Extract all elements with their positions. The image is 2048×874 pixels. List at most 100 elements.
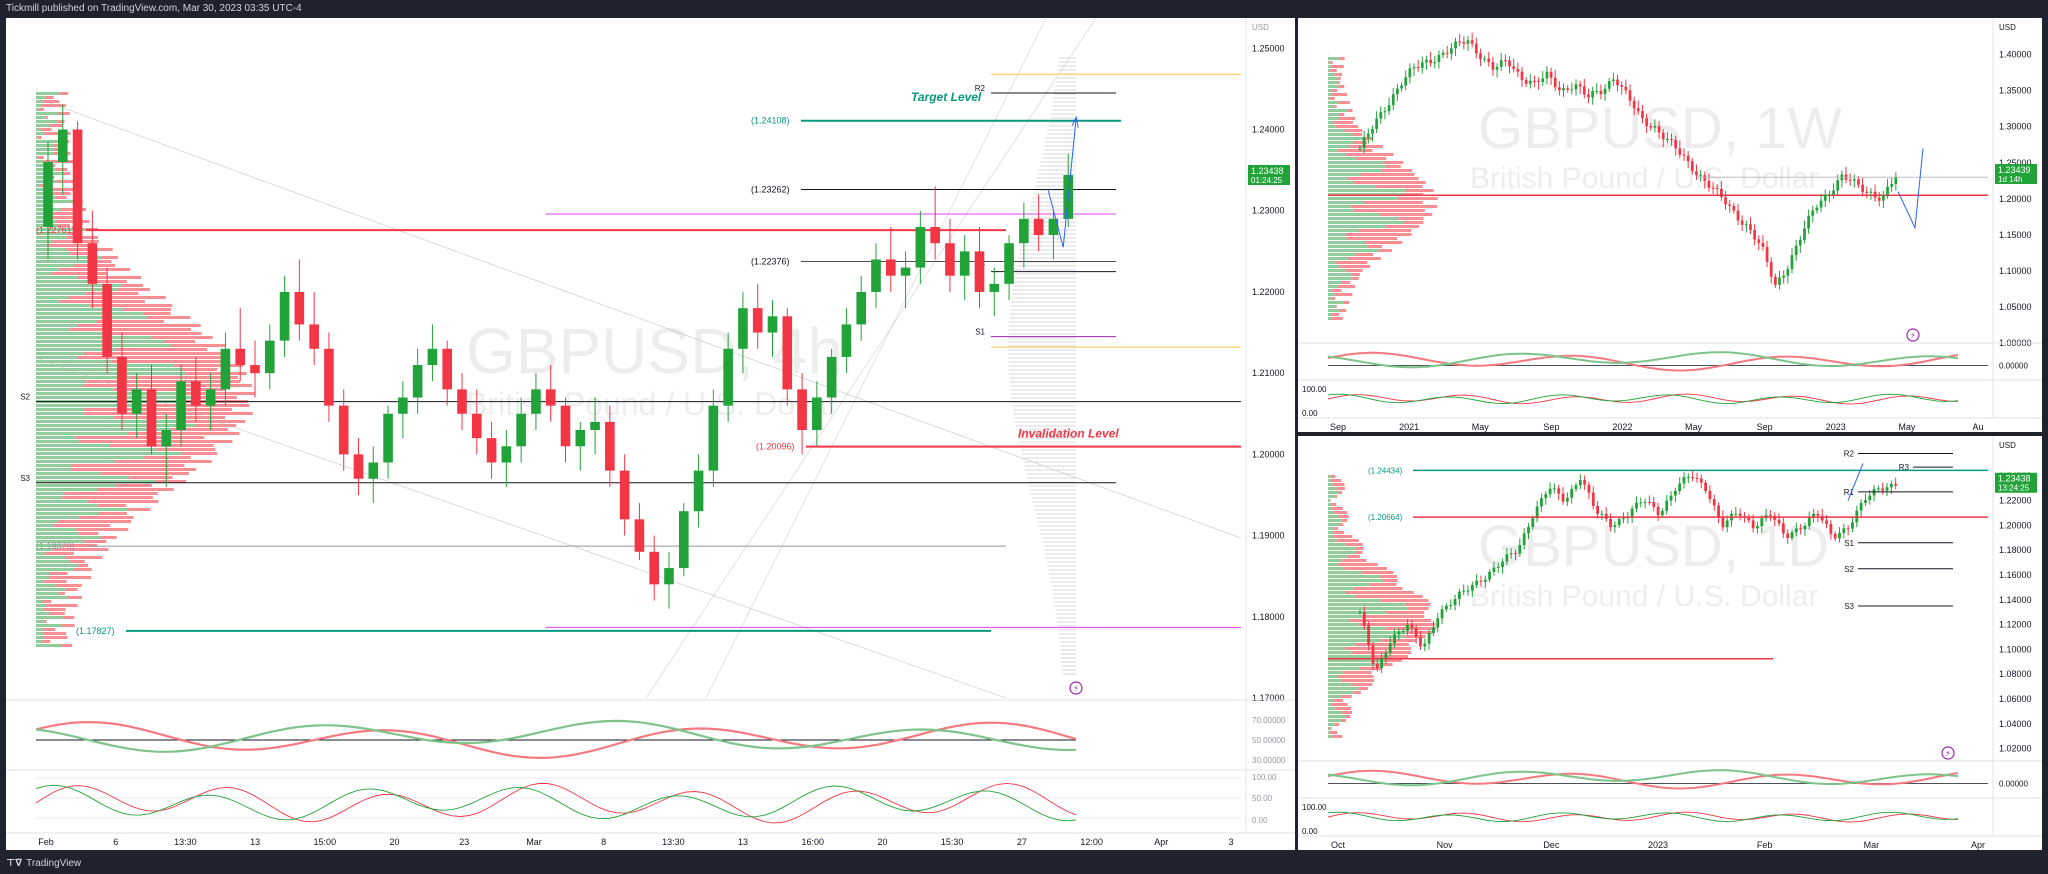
volume-profile-bar-up <box>36 160 44 163</box>
candle-body <box>1798 239 1802 246</box>
weekly-candle <box>1574 79 1578 96</box>
candle-body <box>161 430 172 447</box>
volume-profile-bar-up <box>36 520 59 523</box>
candle-body <box>1512 66 1516 69</box>
volume-profile-bar-up <box>36 504 98 507</box>
volume-profile-bar-up <box>1328 551 1356 554</box>
volume-profile-bar-up <box>1328 221 1404 224</box>
candle-body <box>1458 41 1462 43</box>
daily-chart-panel[interactable]: 1.240001.220001.200001.180001.160001.140… <box>1298 436 2042 850</box>
volume-profile-bar-up <box>1328 153 1345 156</box>
lightning-glyph: ⚡ <box>1945 749 1951 758</box>
candle-body <box>279 291 290 341</box>
candle-body <box>57 129 68 162</box>
x-tick-label: 16:00 <box>801 837 824 847</box>
daily-chart-svg[interactable]: 1.240001.220001.200001.180001.160001.140… <box>1298 436 2042 850</box>
candle-body <box>1358 148 1362 150</box>
rsi-tick: 0.00000 <box>1999 780 2028 789</box>
candle-body <box>1599 90 1603 95</box>
volume-profile-bar-down <box>1331 503 1337 506</box>
main-candle <box>826 348 837 414</box>
candle-body <box>1495 66 1499 70</box>
daily-candle <box>1613 521 1617 533</box>
candle-body <box>1380 658 1384 669</box>
candle-body <box>1616 79 1619 86</box>
weekly-candle <box>1624 79 1628 95</box>
x-tick-label: 6 <box>113 837 118 847</box>
volume-profile-bar-up <box>36 412 84 415</box>
volume-profile-bar-down <box>155 480 187 483</box>
main-candle <box>915 210 926 284</box>
weekly-candle <box>1487 51 1491 67</box>
weekly-candle <box>1504 54 1507 67</box>
candle-body <box>1587 94 1590 98</box>
candle-body <box>368 462 379 479</box>
volume-profile-bar-down <box>68 296 166 299</box>
price-tag-bg <box>1995 472 2037 493</box>
x-tick-label: 13:30 <box>662 837 685 847</box>
main-candle <box>560 397 571 463</box>
candle-body <box>1728 204 1732 206</box>
volume-profile-bar-down <box>143 312 171 315</box>
candle-body <box>1449 605 1453 607</box>
candle-body <box>1838 532 1841 539</box>
price-tag-countdown: 01:24:25 <box>1251 176 1283 185</box>
y-tick-label: 1.10000 <box>1999 644 2032 654</box>
daily-candle <box>1885 482 1889 496</box>
y-tick-label: 1.02000 <box>1999 744 2032 754</box>
candle-body <box>1436 618 1440 628</box>
candle-body <box>1437 55 1441 62</box>
candle-body <box>1582 86 1586 95</box>
candle-body <box>1630 508 1634 517</box>
volume-profile-bar-up <box>1328 181 1354 184</box>
volume-profile-bar-up <box>36 456 145 459</box>
daily-candle <box>1397 627 1401 641</box>
weekly-chart-svg[interactable]: 1.40000 1.35000 1.30000 1.25000 1.20000 1.150… <box>1298 18 2042 432</box>
candle-body <box>1358 612 1362 614</box>
volume-profile-bar-up <box>36 324 77 327</box>
daily-candle <box>1691 470 1695 482</box>
candle-body <box>1669 495 1673 501</box>
volume-profile-bar-up <box>1328 313 1332 316</box>
weekly-candle <box>1670 133 1673 146</box>
candle-body <box>516 413 526 447</box>
weekly-candle <box>1657 120 1661 139</box>
level-label-red-high: (1.22761) <box>36 225 75 235</box>
volume-profile-bar-down <box>61 644 73 647</box>
volume-profile-bar-down <box>1352 133 1363 136</box>
arrow-head-icon <box>1071 115 1079 128</box>
volume-profile-bar-up <box>1328 507 1332 510</box>
x-tick-label: 15:00 <box>314 837 337 847</box>
weekly-chart-panel[interactable]: 1.40000 1.35000 1.30000 1.25000 1.20000 1.150… <box>1298 18 2042 432</box>
weekly-candle <box>1803 220 1806 244</box>
volume-profile-bar-up <box>1328 269 1346 272</box>
weekly-candle <box>1391 88 1395 111</box>
volume-profile-bar-down <box>1335 125 1359 128</box>
volume-profile-bar-up <box>36 448 157 451</box>
volume-profile-bar-down <box>1370 655 1409 658</box>
main-candle <box>412 348 423 414</box>
candle-body <box>1453 599 1457 606</box>
volume-profile-bar-up <box>1328 277 1353 280</box>
main-chart-panel[interactable]: 1.25000 1.24000 1.23000 1.22000 1.21000 1.200… <box>6 18 1295 850</box>
main-candle <box>738 291 748 374</box>
main-chart-svg[interactable]: 1.25000 1.24000 1.23000 1.22000 1.21000 1.200… <box>6 18 1295 850</box>
weekly-candle <box>1757 235 1761 251</box>
candle-body <box>1622 518 1625 520</box>
y-tick-label: 1.22000 <box>1999 496 2032 506</box>
volume-profile-bar-up <box>1328 475 1331 478</box>
volume-profile-bar-down <box>1385 165 1401 168</box>
candle-body <box>117 356 127 414</box>
volume-profile-bar-up <box>36 488 97 491</box>
volume-profile-bar-down <box>56 584 82 587</box>
volume-profile-bar-up <box>36 580 44 583</box>
volume-profile-bar-up <box>1328 487 1337 490</box>
candle-body <box>486 438 497 463</box>
candle-body <box>324 348 334 406</box>
volume-profile-bar-down <box>124 308 171 311</box>
x-tick-label: 13:30 <box>174 837 197 847</box>
volume-profile-bar-down <box>1337 81 1340 84</box>
footer-bar: ⊤∇ TradingView <box>0 853 2048 874</box>
daily-candle <box>1846 525 1850 536</box>
